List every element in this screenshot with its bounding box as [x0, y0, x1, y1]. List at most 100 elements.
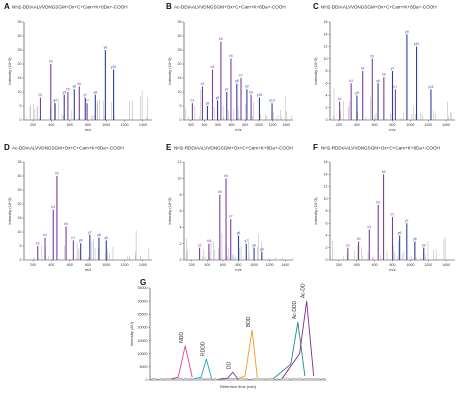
x-tick-label: 400 [201, 123, 207, 127]
peak-label: y9 [405, 30, 409, 34]
panel-title: Ac-DDIAALVVDNGSGM+Ox+C+Cam+K+8Da+-COOH [174, 5, 286, 10]
x-axis-label: m/z [85, 127, 91, 132]
y-tick-label: 4 [326, 94, 328, 98]
peak-label: y6 [237, 231, 241, 235]
x-tick-label: 400 [354, 123, 360, 127]
y-tick-label: 10 [178, 90, 182, 94]
x-tick-label: 600 [229, 123, 235, 127]
peak-name-label: NDD [179, 332, 185, 343]
trace-ndd [171, 345, 193, 380]
y-tick-label: 5 [20, 104, 22, 108]
peak-name-label: Ac-DDD [292, 300, 298, 319]
peak-name-label: Ac-DD [301, 283, 307, 298]
panel-title: NH2-DDIAALVVDNGSGM+Ox+C+Cam+K+8Da+-COOH [12, 5, 128, 10]
panel-letter: C [313, 2, 319, 11]
y-tick-label: 14 [324, 32, 328, 36]
x-tick-label: 200 [336, 123, 342, 127]
panel-f: F NH2-RDDIAALVVDNGSGM+Ox+C+Cam+K+8Da+-COO… [313, 143, 455, 272]
x-tick-label: 1400 [442, 123, 450, 127]
peak-label: b6 [229, 54, 233, 58]
y-tick-label: 10 [324, 57, 328, 61]
peak-label: y10 [111, 65, 116, 69]
y-tick-label: 5 [20, 244, 22, 248]
y-tick-label: 10 [178, 177, 182, 181]
peak-label: b3 [49, 60, 53, 64]
peak-label: b4 [361, 67, 365, 71]
peak-label: y8 [252, 243, 256, 247]
y-tick-label: 0 [326, 118, 328, 122]
x-tick-label: 1400 [139, 263, 147, 267]
peak-label: y6 [216, 96, 220, 100]
panel-title: NH2-DDIAALVVDNGSGM+Ox+C+Cam+K+8Da+-COOH [321, 5, 437, 10]
x-tick-label: 1200 [121, 263, 129, 267]
peak-name-label: DD [227, 362, 233, 370]
x-tick-label: 1200 [424, 263, 432, 267]
peak-label: b4 [211, 65, 215, 69]
peak-label: b4 [367, 225, 371, 229]
panel-title: Ac-DDIAALVVDNGSGM+Ox+C+Cam+K+8Da+-COOH [12, 146, 124, 151]
y-tick-label: 8 [180, 193, 182, 197]
panel-letter: G [140, 278, 146, 287]
trace-ac-ddd [272, 321, 306, 380]
y-tick-label: 0 [20, 118, 22, 122]
x-tick-label: 200 [30, 263, 36, 267]
peak-label: y5 [206, 102, 210, 106]
y-tick-label: 14 [324, 172, 328, 176]
x-tick-label: 400 [204, 263, 210, 267]
x-axis-label: m/z [235, 267, 241, 272]
peak-label: y8 [94, 90, 98, 94]
x-tick-label: 800 [390, 123, 396, 127]
x-tick-label: 400 [48, 263, 54, 267]
peak-label: y10 [414, 42, 419, 46]
peak-label: y7 [225, 88, 229, 92]
peak-label: b6 [64, 222, 68, 226]
x-tick-label: 800 [242, 123, 248, 127]
x-tick-label: 1000 [250, 263, 258, 267]
y-tick-label: 2 [180, 242, 182, 246]
y-tick-label: 0 [146, 378, 148, 382]
peak-label: y7 [84, 93, 88, 97]
y-tick-label: 8 [326, 69, 328, 73]
x-tick-label: 1400 [139, 123, 147, 127]
peak-label: b5 [219, 37, 223, 41]
peak-label: b2 [36, 242, 40, 246]
y-tick-label: 25 [18, 188, 22, 192]
peak-label: y7 [391, 67, 395, 71]
x-tick-label: 1400 [281, 263, 289, 267]
x-tick-label: 600 [67, 123, 73, 127]
y-tick-label: 8 [326, 209, 328, 213]
y-axis-label: Intensity (10^3) [167, 57, 172, 85]
x-tick-label: 800 [236, 263, 242, 267]
peak-label: y9 [104, 46, 108, 50]
x-tick-label: 200 [30, 123, 36, 127]
x-axis-label: m/z [389, 267, 395, 272]
x-tick-label: 1200 [424, 123, 432, 127]
x-tick-label: 800 [85, 263, 91, 267]
y-tick-label: 30 [18, 34, 22, 38]
y-tick-label: 12 [324, 185, 328, 189]
y-tick-label: 15 [18, 216, 22, 220]
x-tick-label: 1200 [121, 123, 129, 127]
peak-label: b7 [85, 99, 89, 103]
panel-letter: D [4, 143, 10, 152]
x-tick-label: 1000 [406, 123, 414, 127]
y-tick-label: 0 [180, 258, 182, 262]
y-tick-label: 16 [324, 160, 328, 164]
panel-a: A NH2-DDIAALVVDNGSGM+Ox+C+Cam+K+8Da+-COOH… [4, 2, 152, 132]
peak-label: b5 [376, 200, 380, 204]
x-tick-label: 800 [390, 263, 396, 267]
x-tick-label: 400 [354, 263, 360, 267]
y-tick-label: 10 [324, 197, 328, 201]
panel-e: E NH2-RDDIAALVVDNGSGM+Ox+C+Cam+K+8Da+-COO… [166, 143, 294, 272]
y-tick-label: 0 [180, 118, 182, 122]
x-tick-label: 400 [48, 123, 54, 127]
x-tick-label: 600 [67, 263, 73, 267]
peak-label: b5 [218, 190, 222, 194]
y-tick-label: 6 [180, 209, 182, 213]
y-tick-label: 25 [178, 48, 182, 52]
panel-letter: B [166, 2, 172, 11]
trace-bdd [237, 329, 258, 380]
y-axis-label: Intensity (10^3) [7, 197, 12, 225]
peak-label: b5 [66, 88, 70, 92]
peak-label: b6 [382, 170, 386, 174]
